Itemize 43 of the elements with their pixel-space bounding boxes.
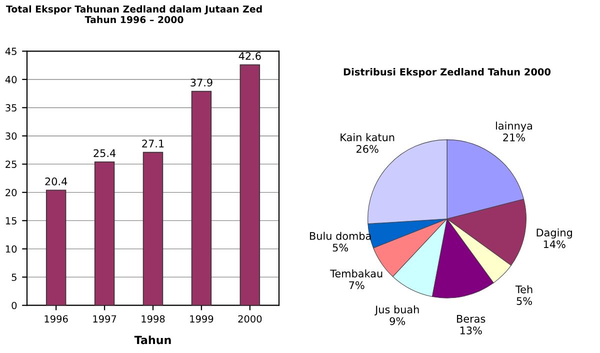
slice-label: Teh — [515, 285, 532, 294]
data-label: 9% — [390, 317, 406, 326]
y-tick-label: 5 — [12, 274, 16, 281]
y-tick-label: 10 — [6, 245, 17, 253]
x-tick-label: 1998 — [142, 315, 165, 323]
data-label: 26% — [356, 145, 378, 153]
y-tick-label: 20 — [6, 188, 17, 196]
y-tick-label: 35 — [6, 104, 16, 112]
data-label: 21% — [503, 133, 525, 142]
y-tick-label: 15 — [6, 217, 16, 224]
bar — [142, 152, 164, 306]
data-label: 27.1 — [142, 140, 164, 148]
x-tick-label: 1996 — [44, 315, 68, 323]
data-label: 5% — [332, 244, 348, 252]
x-tick-label: 2000 — [238, 315, 262, 323]
slice-label: Tembakau — [330, 269, 382, 278]
bar — [94, 161, 115, 306]
slice-label: Beras — [457, 314, 486, 323]
data-label: 13% — [460, 326, 482, 334]
x-tick-label: 1999 — [190, 315, 214, 323]
bar — [46, 190, 66, 306]
bar — [191, 90, 212, 306]
x-axis-title: Tahun — [134, 336, 171, 344]
slice-label: Daging — [536, 228, 572, 239]
data-label: 25.4 — [94, 149, 116, 158]
slice-label: Kain katun — [340, 133, 394, 142]
bar — [240, 64, 260, 306]
data-label: 7% — [349, 281, 364, 290]
x-tick-label: 1997 — [93, 315, 116, 323]
data-label: 37.9 — [190, 78, 212, 86]
chart-title: Distribusi Ekspor Zedland Tahun 2000 — [344, 68, 551, 78]
data-label: 42.6 — [238, 52, 261, 60]
y-tick-label: 40 — [5, 76, 17, 84]
y-tick-label: 25 — [6, 160, 16, 168]
data-label: 20.4 — [45, 177, 68, 186]
y-tick-label: 45 — [5, 48, 16, 56]
y-tick-label: 0 — [12, 302, 17, 310]
y-tick-label: 30 — [6, 132, 17, 140]
data-label: 5% — [516, 297, 532, 305]
slice-label: Jus buah — [374, 305, 419, 316]
chart-title: Total Ekspor Tahunan Zedland dalam Jutaan Zed Tahun 1996 – 2000 — [6, 5, 262, 24]
data-label: 14% — [544, 240, 566, 248]
slice-label: lainnya — [496, 122, 532, 132]
